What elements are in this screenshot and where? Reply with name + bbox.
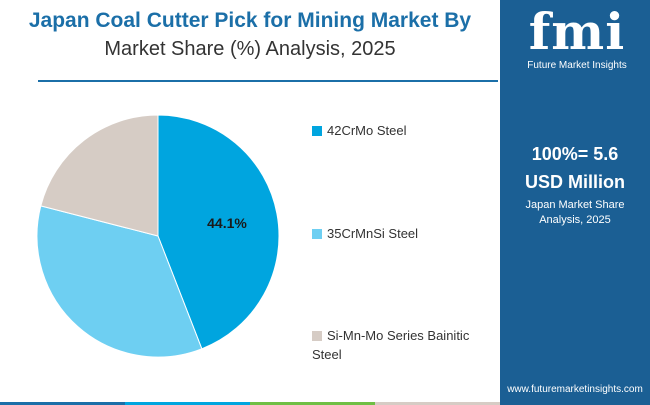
legend-label: Si-Mn-Mo Series Bainitic Steel — [312, 328, 470, 362]
title-divider — [38, 80, 498, 82]
bar-segment — [250, 402, 375, 405]
legend-swatch — [312, 126, 322, 136]
bar-segment — [375, 402, 500, 405]
website-url[interactable]: www.futuremarketinsights.com — [507, 384, 643, 395]
logo-subtitle: Future Market Insights — [527, 60, 627, 71]
market-size: 100%= 5.6 USD Million — [500, 140, 650, 196]
pie-slice-si-mn-mo-series-bainitic-steel — [40, 114, 159, 237]
legend-item-si-mn-mo: Si-Mn-Mo Series Bainitic Steel — [312, 326, 492, 364]
logo-mark: fmi — [528, 2, 626, 61]
legend-item-42crmo: 42CrMo Steel — [312, 121, 406, 140]
bar-segment — [0, 402, 125, 405]
bar-segment — [125, 402, 250, 405]
pie-chart: 44.1% — [36, 114, 280, 358]
chart-title: Japan Coal Cutter Pick for Mining Market… — [0, 6, 500, 64]
caption-line-2: Analysis, 2025 — [539, 214, 611, 226]
title-line-1: Japan Coal Cutter Pick for Mining Market… — [28, 9, 472, 32]
legend-swatch — [312, 331, 322, 341]
pie-slice-42crmo-steel — [157, 114, 280, 350]
caption-line-1: Japan Market Share — [525, 199, 625, 211]
bottom-color-bar — [0, 402, 500, 405]
pie-slice-35crmnsi-steel — [36, 205, 203, 358]
legend-label: 35CrMnSi Steel — [327, 226, 419, 241]
legend-label: 42CrMo Steel — [327, 123, 407, 138]
legend-item-35crmnsi: 35CrMnSi Steel — [312, 224, 418, 243]
market-size-unit: USD Million — [525, 172, 625, 192]
market-caption: Japan Market Share Analysis, 2025 — [500, 198, 650, 228]
fmi-logo: fmi Future Market Insights — [518, 6, 636, 76]
legend-swatch — [312, 229, 322, 239]
title-line-2: Market Share (%) Analysis, 2025 — [104, 38, 396, 60]
pie-data-label: 44.1% — [207, 215, 247, 231]
market-size-value: 100%= 5.6 — [531, 144, 619, 164]
sidebar-panel: fmi Future Market Insights 100%= 5.6 USD… — [500, 0, 650, 405]
